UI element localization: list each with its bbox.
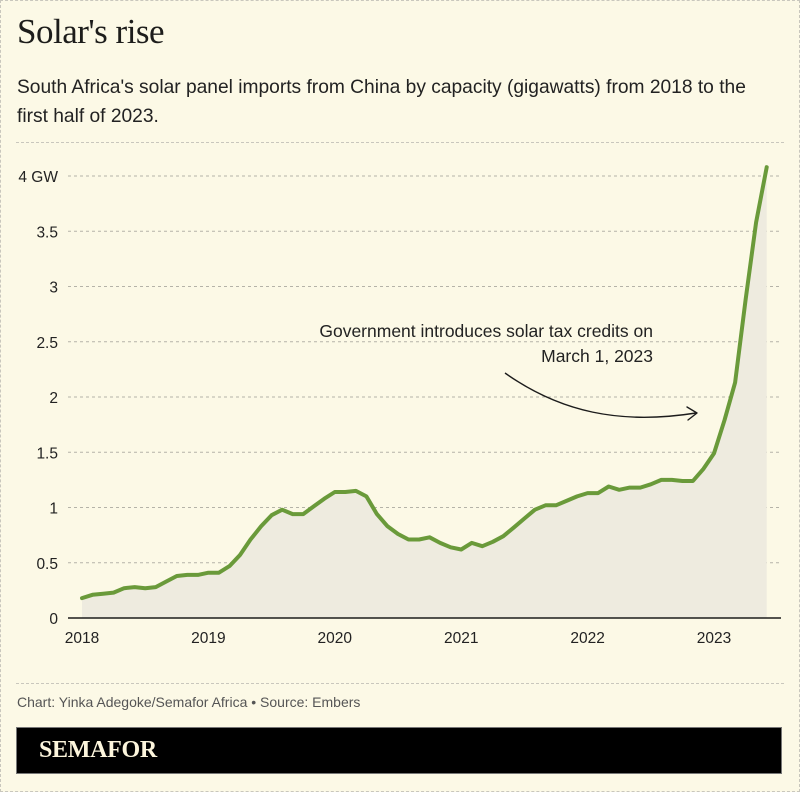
area-fill	[82, 167, 767, 618]
y-tick-label: 1.5	[36, 445, 58, 462]
brand-logo: SEMAFOR	[39, 737, 157, 763]
annotation-arrow	[504, 372, 697, 418]
x-tick-label: 2020	[318, 630, 353, 647]
header-divider	[16, 142, 784, 143]
y-tick-label: 3	[49, 280, 58, 297]
x-tick-label: 2022	[570, 630, 604, 647]
annotation-arrowhead-icon	[686, 406, 698, 421]
y-tick-label: 0.5	[36, 556, 58, 573]
chart-title: Solar's rise	[17, 12, 165, 51]
x-axis-labels: 2018 2019 2020 2021 2022 2023	[65, 630, 731, 647]
chart-subtitle: South Africa's solar panel imports from …	[17, 77, 746, 127]
x-tick-label: 2019	[191, 630, 225, 647]
chart-credit: Chart: Yinka Adegoke/Semafor Africa • So…	[17, 694, 361, 710]
annotation-text-line-2: March 1, 2023	[541, 346, 653, 366]
annotation-text-line-1: Government introduces solar tax credits …	[319, 321, 653, 341]
y-tick-label: 2	[49, 390, 58, 407]
y-tick-label: 2.5	[36, 335, 58, 352]
chart-svg: 0 0.5 1 1.5 2 2.5 3 3.5 4 GW 2018 2019 2020 2021 202…	[18, 165, 781, 647]
x-tick-label: 2021	[444, 630, 478, 647]
footer-divider	[16, 683, 784, 684]
y-tick-label: 4 GW	[18, 169, 58, 186]
series-line	[80, 165, 769, 601]
y-tick-label: 0	[49, 611, 58, 628]
y-tick-label: 1	[49, 501, 58, 518]
y-tick-label: 3.5	[36, 224, 58, 241]
y-axis-labels: 0 0.5 1 1.5 2 2.5 3 3.5 4 GW	[18, 169, 58, 628]
brand-bar: SEMAFOR	[16, 727, 782, 774]
annotation: Government introduces solar tax credits …	[319, 321, 698, 421]
x-tick-label: 2018	[65, 630, 99, 647]
x-tick-label: 2023	[697, 630, 731, 647]
